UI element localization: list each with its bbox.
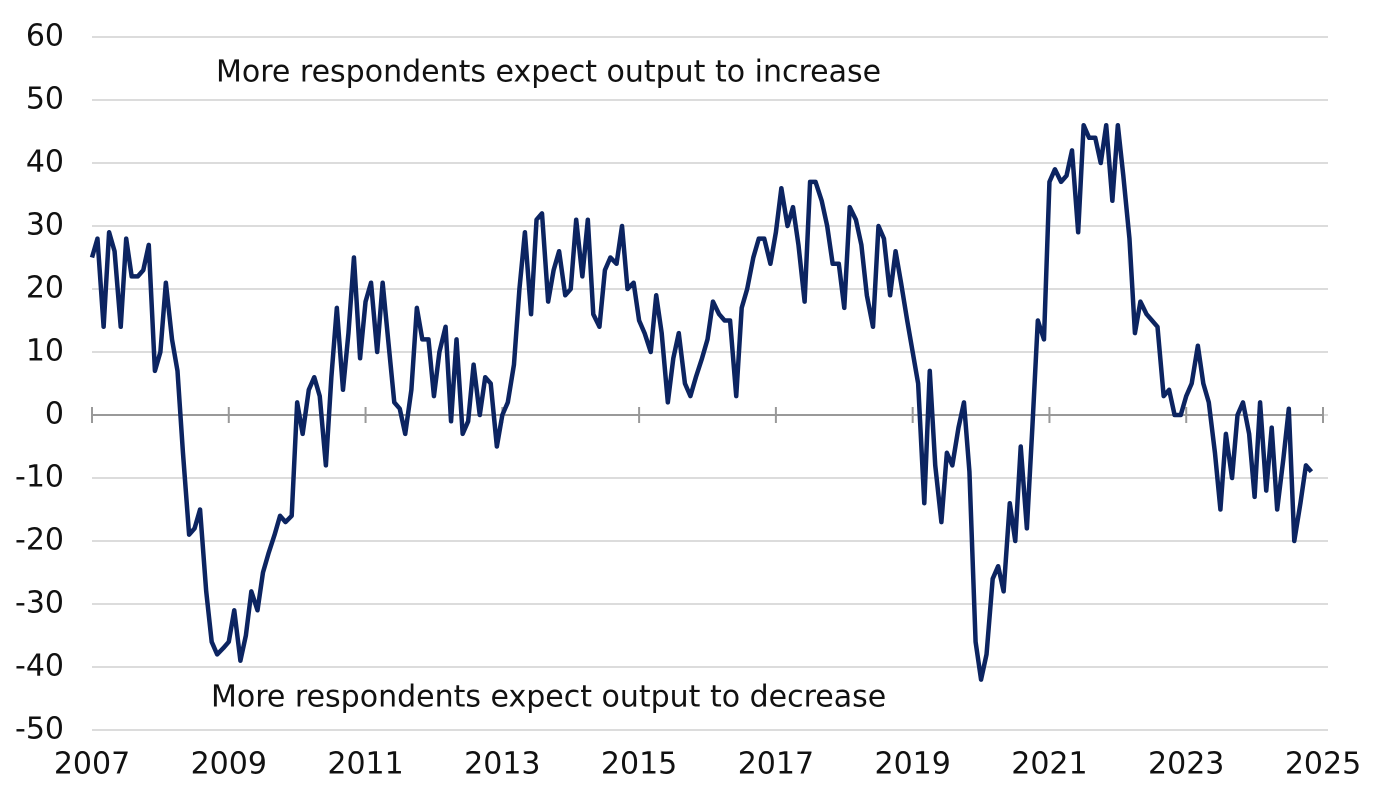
y-tick-label: 10 [26, 334, 64, 369]
y-tick-label: 60 [26, 19, 64, 54]
y-tick-label: -50 [15, 712, 64, 747]
y-tick-label: 50 [26, 82, 64, 117]
x-tick-label: 2011 [327, 747, 403, 782]
x-tick-label: 2021 [1011, 747, 1087, 782]
x-tick-label: 2019 [874, 747, 950, 782]
y-tick-label: 40 [26, 145, 64, 180]
y-tick-label: -40 [15, 649, 64, 684]
x-tick-label: 2015 [601, 747, 677, 782]
x-tick-label: 2013 [464, 747, 540, 782]
data-line [89, 122, 1314, 682]
x-tick-label: 2009 [191, 747, 267, 782]
x-tick-label: 2017 [738, 747, 814, 782]
y-tick-label: -20 [15, 523, 64, 558]
x-tick-label: 2007 [54, 747, 130, 782]
x-tick-label: 2023 [1148, 747, 1224, 782]
y-tick-label: -30 [15, 586, 64, 621]
y-tick-label: 0 [45, 397, 64, 432]
annotation: More respondents expect output to decrea… [211, 680, 886, 715]
y-tick-label: 20 [26, 271, 64, 306]
x-tick-label: 2025 [1285, 747, 1361, 782]
y-tick-label: 30 [26, 208, 64, 243]
annotation: More respondents expect output to increa… [216, 55, 881, 90]
y-tick-label: -10 [15, 460, 64, 495]
